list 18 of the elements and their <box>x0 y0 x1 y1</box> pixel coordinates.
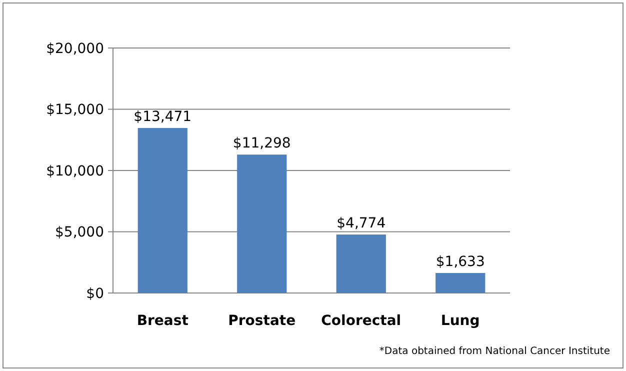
bar <box>336 234 386 293</box>
y-tick-label: $0 <box>86 286 104 302</box>
y-tick-label: $5,000 <box>55 224 104 241</box>
x-tick-label: Colorectal <box>321 313 402 329</box>
y-tick-label: $20,000 <box>46 40 104 57</box>
y-tick-label: $10,000 <box>46 163 104 180</box>
x-tick-label: Breast <box>136 313 189 329</box>
text: *Data obtained from National Cancer Institute <box>379 346 610 357</box>
bar <box>436 272 486 293</box>
x-tick-label: Lung <box>440 313 480 329</box>
bar <box>237 154 287 293</box>
x-tick-label: Prostate <box>228 313 296 329</box>
data-label: $4,774 <box>336 216 386 232</box>
y-tick-label: $15,000 <box>46 102 104 118</box>
data-label: $11,298 <box>232 136 291 152</box>
data-label: $1,633 <box>436 254 485 270</box>
bar <box>138 128 188 293</box>
data-label: $13,471 <box>134 108 192 125</box>
